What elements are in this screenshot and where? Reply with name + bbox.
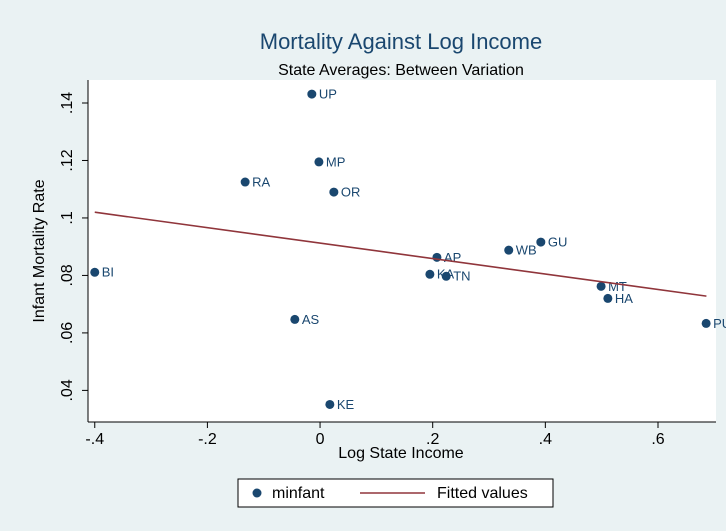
point (307, 89, 317, 99)
plot-area (88, 80, 716, 422)
x-tick-label: .6 (651, 431, 664, 448)
point-label: WB (516, 243, 537, 258)
chart-title: Mortality Against Log Income (260, 29, 542, 54)
point (290, 314, 300, 324)
x-tick-label: -.4 (85, 431, 104, 448)
point (596, 281, 606, 291)
point (425, 269, 435, 279)
point-label: OR (341, 185, 361, 200)
y-tick-label: .12 (59, 149, 76, 171)
point (314, 157, 324, 167)
point (240, 177, 250, 187)
point (325, 399, 335, 409)
y-tick-label: .04 (59, 379, 76, 401)
chart-subtitle: State Averages: Between Variation (278, 62, 524, 79)
x-tick-label: .2 (426, 431, 439, 448)
point (90, 267, 100, 277)
point-label: RA (252, 174, 270, 189)
y-tick-label: .06 (59, 322, 76, 344)
point (504, 245, 514, 255)
legend-marker (252, 488, 262, 498)
x-tick-label: -.2 (198, 431, 217, 448)
point-label: PU (713, 316, 726, 331)
x-tick-label: .4 (539, 431, 552, 448)
x-tick-label: 0 (316, 431, 325, 448)
legend-label: minfant (272, 485, 325, 502)
point-label: GU (548, 235, 568, 250)
x-axis-title: Log State Income (338, 445, 464, 462)
point-label: MP (326, 154, 346, 169)
point-label: TN (453, 269, 470, 284)
legend-label: Fitted values (437, 485, 528, 502)
y-tick-label: .14 (59, 92, 76, 114)
point (329, 187, 339, 197)
fitted-line (94, 211, 707, 297)
point-label: UP (319, 87, 337, 102)
point (536, 237, 546, 247)
y-tick-label: .08 (59, 264, 76, 286)
point (432, 252, 442, 262)
point-label: AS (302, 312, 320, 327)
point-label: KE (337, 397, 355, 412)
point (603, 293, 613, 303)
y-tick-label: .1 (59, 211, 76, 224)
y-axis-title: Infant Mortality Rate (31, 179, 48, 322)
point-label: HA (615, 291, 633, 306)
point (441, 271, 451, 281)
point-label: BI (102, 265, 114, 280)
point (701, 318, 711, 328)
